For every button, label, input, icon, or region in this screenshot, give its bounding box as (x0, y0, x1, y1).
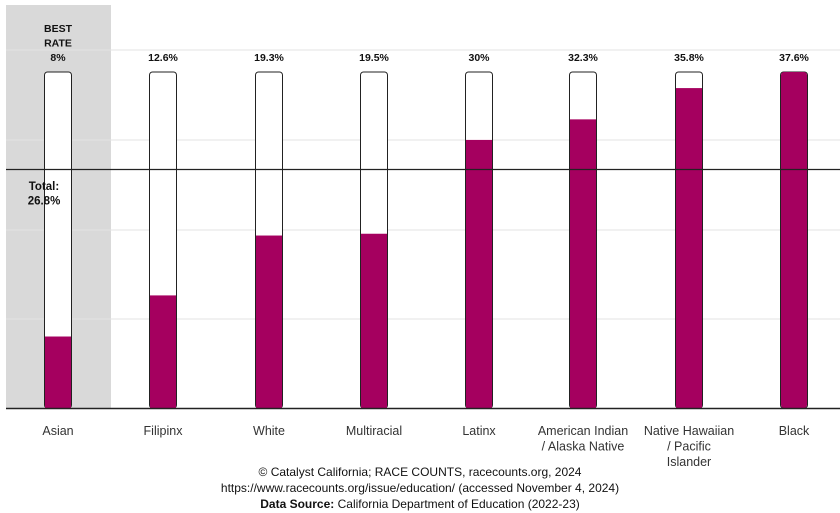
x-tick-label: American Indian (538, 424, 628, 438)
value-label: 12.6% (148, 52, 178, 64)
total-label: Total: 26.8% (28, 181, 61, 208)
bar (781, 72, 807, 408)
value-labels: 8% 12.6% 19.3% 19.5% 30% 32.3% 35.8% 37.6% (50, 52, 809, 64)
x-tick-label: Asian (42, 424, 73, 438)
value-label: 19.5% (359, 52, 389, 64)
footer-url: https://www.racecounts.org/issue/educati… (220, 481, 620, 495)
bar (466, 139, 492, 408)
bar (45, 336, 71, 408)
footer-source-text: California Department of Education (2022… (337, 497, 580, 511)
footer-copyright: © Catalyst California; RACE COUNTS, race… (258, 465, 582, 479)
footer-source: Data Source: California Department of Ed… (0, 497, 840, 511)
total-text: 26.8% (28, 196, 61, 208)
bars (44, 71, 808, 409)
bar (361, 233, 387, 408)
x-tick-label: Islander (667, 455, 711, 469)
x-axis-labels: Asian Filipinx White Multiracial Latinx Ameri… (42, 424, 810, 469)
x-tick-label: Black (779, 424, 810, 438)
value-label: 19.3% (254, 52, 284, 64)
x-tick-label: / Pacific (667, 440, 711, 454)
total-text: Total: (29, 181, 59, 193)
x-tick-label: White (253, 424, 285, 438)
value-label: 32.3% (568, 52, 598, 64)
best-rate-label: BEST RATE (44, 23, 73, 50)
gridlines (6, 49, 840, 320)
bar (256, 235, 282, 408)
x-tick-label: / Alaska Native (542, 440, 625, 454)
bar (570, 119, 596, 409)
best-rate-text: RATE (44, 38, 72, 50)
bar (676, 88, 702, 408)
value-label: 8% (50, 52, 66, 64)
x-tick-label: Native Hawaiian (644, 424, 734, 438)
x-tick-label: Filipinx (144, 424, 184, 438)
x-tick-label: Multiracial (346, 424, 402, 438)
value-label: 30% (468, 52, 490, 64)
best-rate-text: BEST (44, 23, 73, 35)
value-label: 35.8% (674, 52, 704, 64)
footer-source-label: Data Source: (260, 497, 335, 511)
bar (150, 295, 176, 408)
x-tick-label: Latinx (462, 424, 496, 438)
value-label: 37.6% (779, 52, 809, 64)
